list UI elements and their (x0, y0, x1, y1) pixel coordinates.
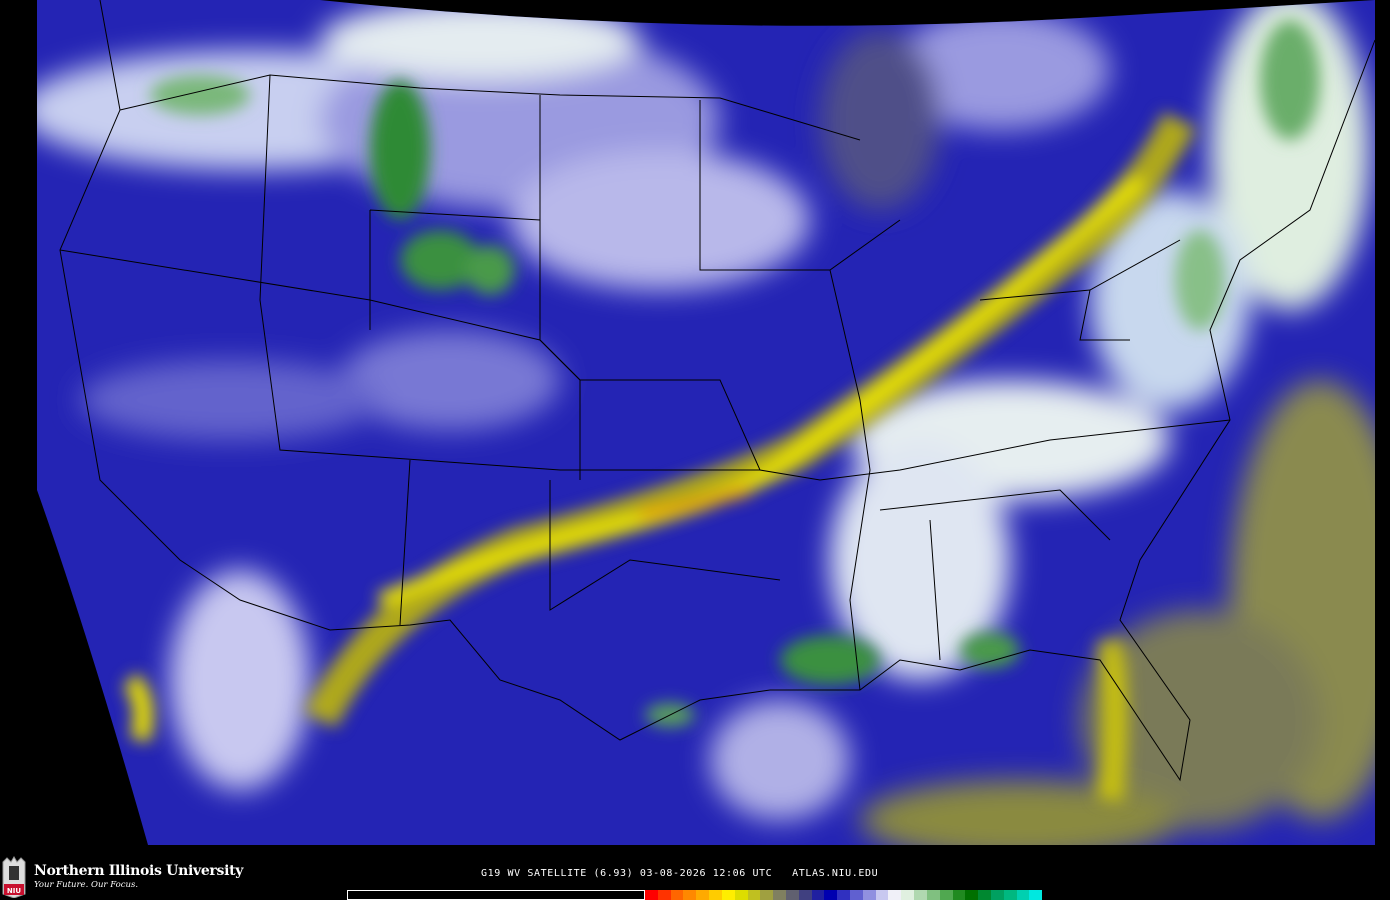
color-scale-swatch (811, 890, 825, 900)
color-scale-swatch (990, 890, 1004, 900)
color-scale-segments (645, 890, 1043, 900)
color-scale-swatch (709, 890, 722, 900)
color-scale-swatch (824, 890, 838, 900)
color-scale-swatch (978, 890, 991, 900)
color-scale-swatch (914, 890, 927, 900)
logo-text: NIU (7, 887, 21, 895)
color-scale-bar (347, 890, 1043, 900)
color-scale-swatch (798, 890, 812, 900)
state-borders (59, 0, 1375, 782)
university-tagline: Your Future. Our Focus. (34, 880, 139, 890)
color-scale-swatch (1016, 890, 1030, 900)
color-scale-swatch (645, 890, 658, 900)
color-scale-blank-segment (347, 890, 645, 900)
color-scale-swatch (939, 890, 953, 900)
color-scale-swatch (657, 890, 671, 900)
color-scale-swatch (670, 890, 684, 900)
satellite-imagery (37, 0, 1375, 845)
color-scale-swatch (734, 890, 748, 900)
image-caption: G19 WV SATELLITE (6.93) 03-08-2026 12:06… (481, 868, 879, 879)
color-scale-swatch (1003, 890, 1017, 900)
color-scale-swatch (888, 890, 902, 900)
color-scale-swatch (760, 890, 774, 900)
niu-logo-icon: NIU (2, 856, 26, 898)
color-scale-swatch (1029, 890, 1043, 900)
color-scale-swatch (965, 890, 979, 900)
color-scale-swatch (683, 890, 697, 900)
color-scale-swatch (785, 890, 799, 900)
color-scale-swatch (862, 890, 876, 900)
color-scale-swatch (837, 890, 850, 900)
water-vapor-satellite-map (37, 0, 1375, 845)
color-scale-swatch (901, 890, 915, 900)
color-scale-swatch (850, 890, 863, 900)
color-scale-swatch (773, 890, 786, 900)
color-scale-swatch (875, 890, 889, 900)
color-scale-swatch (721, 890, 735, 900)
color-scale-swatch (747, 890, 761, 900)
color-scale-swatch (696, 890, 710, 900)
color-scale-swatch (926, 890, 940, 900)
color-scale-swatch (952, 890, 966, 900)
university-name: Northern Illinois University (34, 863, 244, 879)
